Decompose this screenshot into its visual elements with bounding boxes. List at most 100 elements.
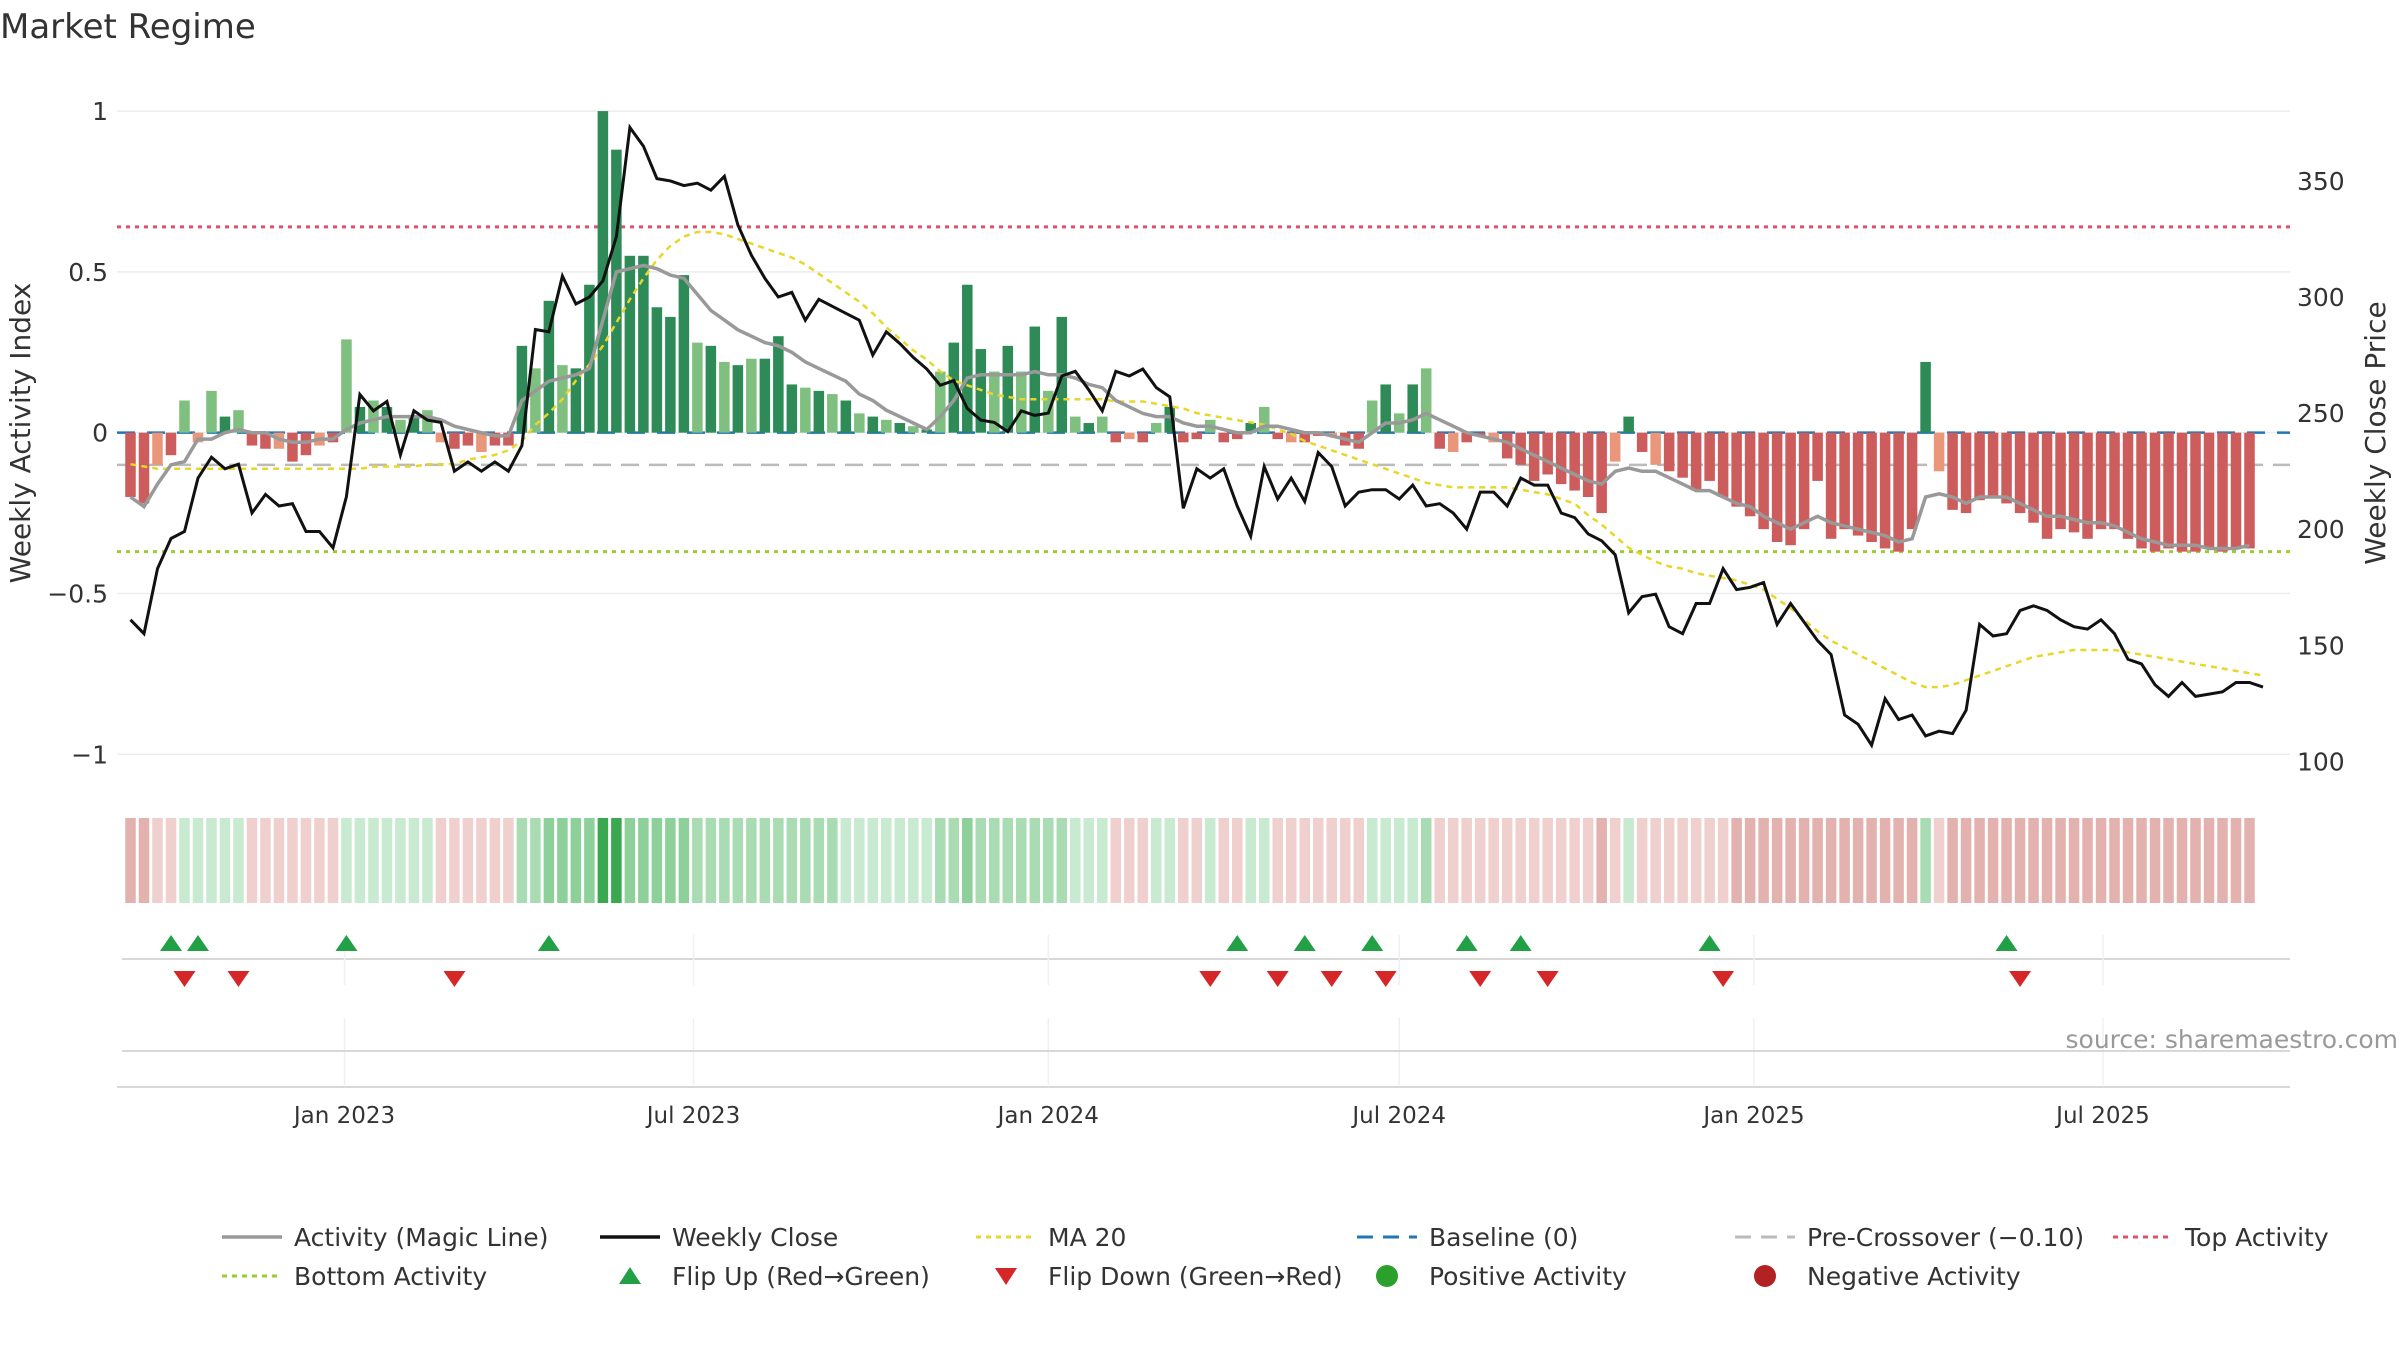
regime-cell: [800, 818, 811, 903]
activity-bar: [1690, 432, 1702, 491]
flip-down-marker: [1266, 971, 1289, 987]
left-tick-label: 1: [92, 97, 108, 126]
activity-bar: [1191, 432, 1203, 440]
activity-bar: [1717, 432, 1729, 497]
activity-bar: [1420, 368, 1432, 433]
regime-cell: [1515, 818, 1526, 903]
regime-cell: [516, 818, 528, 903]
regime-cell: [1056, 818, 1068, 903]
axis-ticks: 1 0.5 0 −0.5 −1 350 300 250 200 150 100: [47, 97, 2344, 776]
flip-down-marker: [2009, 971, 2032, 987]
activity-bar: [2082, 432, 2093, 539]
flip-up-marker: [159, 935, 182, 951]
right-tick-label: 350: [2297, 167, 2345, 196]
activity-bar: [1366, 400, 1378, 433]
activity-bar: [989, 371, 1000, 433]
regime-cell: [1326, 818, 1337, 903]
regime-cell: [746, 818, 757, 903]
regime-cell: [1191, 818, 1203, 903]
regime-cell: [1663, 818, 1675, 903]
activity-bar: [948, 342, 960, 433]
regime-cell: [908, 818, 919, 903]
x-tick-label: Jul 2023: [645, 1103, 741, 1129]
legend-swatch: [1376, 1265, 1398, 1287]
regime-cell: [1164, 818, 1176, 903]
activity-bar: [503, 432, 514, 446]
activity-bar: [1137, 432, 1149, 443]
activity-bar: [1150, 423, 1162, 433]
activity-bar: [489, 432, 501, 446]
regime-cell: [381, 818, 393, 903]
regime-cell: [1933, 818, 1945, 903]
regime-cell: [1218, 818, 1230, 903]
regime-cell: [1366, 818, 1378, 903]
activity-bar: [638, 255, 649, 433]
regime-cell: [1839, 818, 1850, 903]
activity-bar: [813, 390, 825, 433]
activity-bar: [2028, 432, 2039, 523]
regime-cell: [773, 818, 784, 903]
flip-up-marker: [1698, 935, 1721, 951]
activity-bar: [179, 400, 190, 433]
activity-bar: [1960, 432, 1972, 514]
regime-cell: [921, 818, 933, 903]
regime-cell: [1420, 818, 1432, 903]
activity-bar: [719, 361, 730, 433]
legend-swatch: [995, 1268, 1017, 1285]
left-tick-label: 0: [92, 419, 108, 448]
flip-up-marker: [1226, 935, 1249, 951]
regime-cell: [624, 818, 636, 903]
activity-bar: [570, 368, 582, 433]
x-tick-label: Jan 2025: [1701, 1103, 1804, 1129]
activity-bar: [530, 368, 541, 433]
regime-cell: [1744, 818, 1756, 903]
legend-label: Flip Down (Green→Red): [1048, 1262, 1343, 1291]
regime-cell: [530, 818, 541, 903]
regime-cell: [1204, 818, 1216, 903]
activity-bar: [1933, 432, 1945, 472]
legend-label: MA 20: [1048, 1223, 1126, 1252]
activity-bar: [1677, 432, 1688, 478]
regime-cell: [1650, 818, 1661, 903]
activity-bar: [206, 390, 217, 433]
regime-cell: [597, 818, 609, 903]
regime-cell: [1393, 818, 1405, 903]
activity-bar: [1812, 432, 1823, 481]
regime-cell: [422, 818, 433, 903]
regime-cell: [2068, 818, 2080, 903]
regime-cell: [1272, 818, 1283, 903]
regime-cell: [1717, 818, 1729, 903]
regime-cell: [462, 818, 474, 903]
regime-cell: [732, 818, 744, 903]
activity-bar: [1542, 432, 1553, 475]
activity-bar: [1029, 326, 1041, 433]
regime-cell: [1070, 818, 1081, 903]
regime-cell: [1906, 818, 1918, 903]
regime-cell: [219, 818, 231, 903]
legend-label: Weekly Close: [672, 1223, 838, 1252]
regime-cell: [1812, 818, 1823, 903]
regime-cell: [449, 818, 460, 903]
activity-bar: [624, 255, 636, 433]
activity-bar: [1987, 432, 1999, 497]
regime-cell: [1636, 818, 1648, 903]
activity-bar: [2203, 432, 2215, 549]
activity-bar: [246, 432, 258, 446]
activity-bar: [476, 432, 487, 452]
regime-cell: [1312, 818, 1324, 903]
regime-cell: [1987, 818, 1999, 903]
activity-bar: [732, 365, 744, 433]
right-tick-label: 300: [2297, 283, 2345, 312]
regime-cell: [1488, 818, 1499, 903]
activity-bar: [1731, 432, 1742, 507]
regime-cell: [2001, 818, 2012, 903]
activity-bar: [800, 387, 811, 433]
regime-cell: [2041, 818, 2053, 903]
flip-down-marker: [227, 971, 250, 987]
right-axis-label: Weekly Close Price: [2359, 301, 2392, 564]
flip-up-marker: [1293, 935, 1316, 951]
activity-bar: [368, 400, 379, 433]
regime-cell: [138, 818, 150, 903]
flip-down-marker: [443, 971, 466, 987]
flip-up-marker: [1361, 935, 1384, 951]
